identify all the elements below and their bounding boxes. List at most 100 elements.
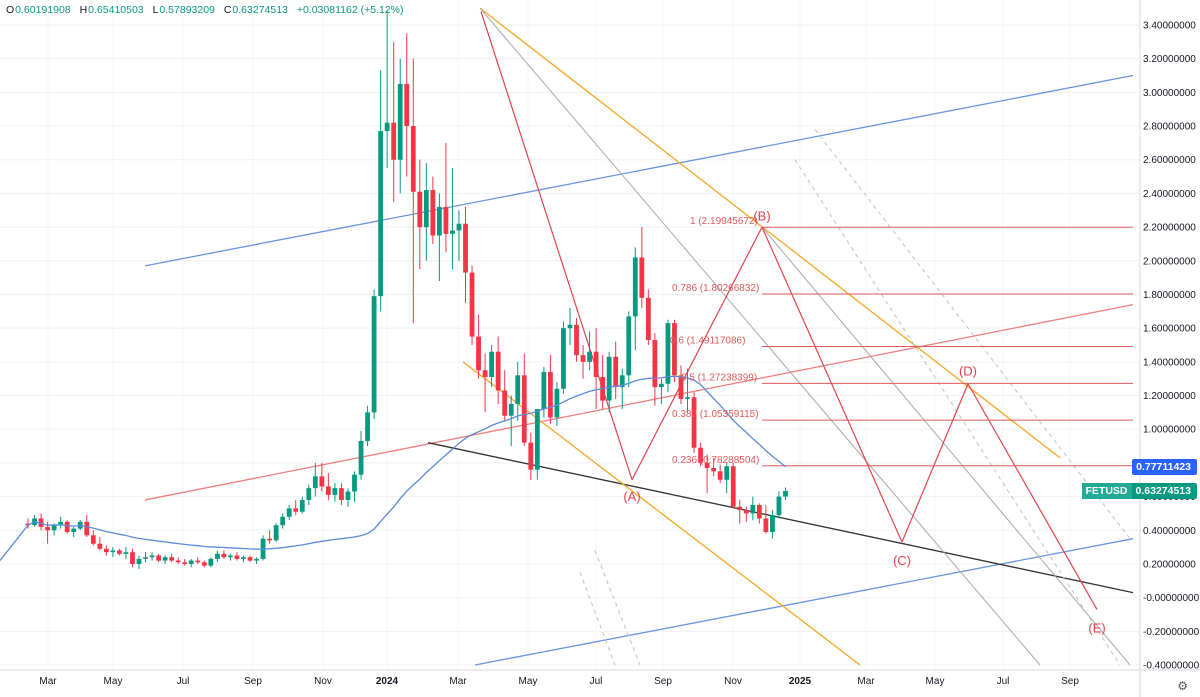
close-value: 0.63274513 (232, 4, 288, 16)
x-tick-label: Mar (39, 676, 57, 687)
candle-body (352, 474, 357, 492)
candle-body (567, 324, 573, 329)
candle-body (404, 83, 410, 127)
candle-body (580, 355, 586, 362)
candle-body (724, 466, 730, 480)
y-tick-label: 3.40000000 (1143, 21, 1196, 32)
wave-segment (631, 226, 763, 481)
candle-body (763, 518, 769, 532)
high-value: 0.65410503 (88, 4, 144, 16)
candle-body (384, 122, 390, 132)
candle-body (737, 506, 743, 511)
x-tick-label: May (104, 676, 123, 687)
candle-body (188, 560, 194, 564)
candle-body (64, 521, 70, 532)
x-tick-label: May (926, 676, 945, 687)
candle-body (417, 191, 423, 228)
candle-body (371, 296, 377, 413)
candle-body (469, 272, 475, 337)
blue-upper-trendline (144, 74, 1134, 267)
candle-body (704, 462, 710, 468)
candle-body (450, 230, 455, 234)
y-tick-label: 0.40000000 (1143, 526, 1196, 537)
x-tick-label: Sep (1061, 676, 1079, 687)
candle-body (182, 562, 188, 564)
candle-body (110, 550, 116, 553)
y-tick-label: 1.00000000 (1143, 425, 1196, 436)
candle-body (123, 552, 129, 554)
high-label: H (79, 4, 88, 16)
fib-level-label: 0.6 (1.49117086) (670, 335, 745, 346)
candle-body (156, 555, 161, 561)
x-tick-label: 2025 (789, 676, 812, 687)
x-tick-label: Jul (177, 676, 190, 687)
candle-body (659, 383, 664, 388)
y-tick-label: -0.00000000 (1143, 593, 1200, 604)
candle-body (254, 558, 259, 561)
candle-body (632, 257, 638, 317)
candle-body (221, 553, 227, 558)
candle-body (90, 535, 96, 544)
candle-body (325, 486, 331, 495)
candle-body (698, 447, 703, 463)
x-tick-label: Jul (590, 676, 603, 687)
gray-dashed-line (579, 572, 616, 666)
candle-body (443, 206, 449, 234)
candle-body (672, 323, 677, 376)
candle-body (397, 83, 403, 160)
candle-body (306, 488, 312, 500)
wave-label: (C) (893, 553, 911, 568)
x-tick-label: Nov (724, 676, 742, 687)
x-tick-label: 2024 (376, 676, 399, 687)
candle-body (717, 471, 723, 480)
candle-body (378, 131, 384, 297)
wave-label: (E) (1088, 621, 1105, 636)
candle-body (593, 351, 599, 377)
time-axis[interactable]: Mar May Jul Sep Nov 2024 Mar May Jul Sep Nov 2025 Ma… (0, 669, 1200, 687)
candle-body (143, 557, 148, 559)
candle-body (332, 488, 338, 495)
candle-body (743, 510, 749, 514)
candle-body (456, 223, 462, 231)
candle-body (639, 257, 645, 298)
y-tick-label: 1.60000000 (1143, 324, 1196, 335)
moving-average-path (0, 375, 786, 561)
open-label: O (6, 4, 15, 16)
candle-body (234, 555, 240, 559)
candle-body (574, 324, 579, 356)
candle-body (691, 397, 697, 448)
candle-body (247, 557, 253, 561)
x-tick-label: Jul (997, 676, 1010, 687)
candle-body (730, 466, 736, 507)
candle-body (169, 557, 175, 561)
candle-body (51, 525, 57, 531)
ohlc-legend: O0.60191908 H0.65410503 L0.57893209 C0.6… (6, 4, 409, 16)
y-tick-label: 3.00000000 (1143, 88, 1196, 99)
low-label: L (152, 4, 159, 16)
candle-body (711, 467, 717, 472)
candle-body (548, 371, 553, 418)
gray-diagonal-line (761, 226, 1131, 666)
candle-body (339, 488, 344, 500)
candle-body (391, 122, 397, 160)
candle-body (476, 336, 481, 371)
candle-body (750, 505, 756, 514)
wave-segment (761, 226, 903, 543)
candle-body (665, 323, 671, 384)
ma-tag-value: 0.77711423 (1136, 460, 1191, 473)
candle-body (645, 297, 651, 340)
candle-body (508, 403, 514, 416)
candle-body (410, 126, 416, 192)
y-tick-label: 2.20000000 (1143, 223, 1196, 234)
x-tick-label: Mar (449, 676, 467, 687)
candle-body (103, 548, 109, 553)
candle-body (652, 339, 658, 388)
candle-body (489, 351, 495, 377)
candle-body (280, 516, 286, 526)
candle-body (463, 223, 468, 273)
low-value: 0.57893209 (159, 4, 215, 16)
orange-parallel-line (462, 361, 861, 666)
chart-settings-icon[interactable]: ⚙ (1177, 679, 1188, 693)
